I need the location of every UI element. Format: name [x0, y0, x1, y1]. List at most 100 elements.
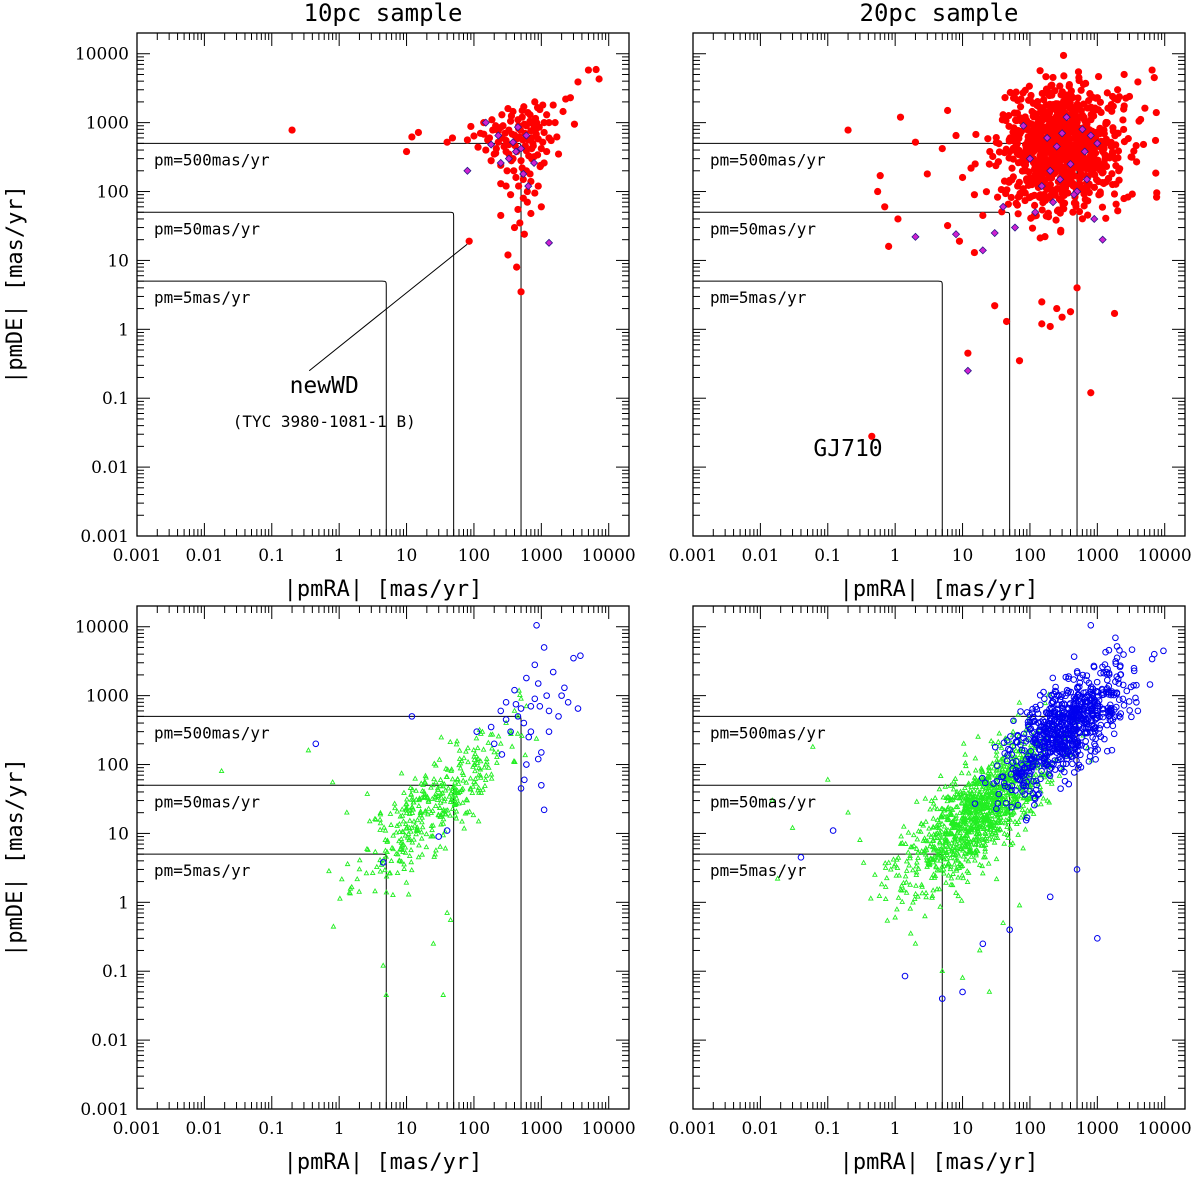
- data-point: [907, 905, 914, 911]
- data-point: [938, 995, 946, 1002]
- data-point: [967, 839, 974, 845]
- data-point: [952, 781, 959, 787]
- data-point: [408, 859, 415, 865]
- data-point: [941, 870, 947, 876]
- data-point: [972, 848, 978, 854]
- data-point: [390, 845, 396, 852]
- data-point: [903, 879, 910, 885]
- y-tick-label: 10000: [75, 45, 129, 65]
- data-point: [964, 349, 972, 357]
- data-point: [406, 852, 413, 859]
- data-point: [1046, 140, 1055, 148]
- data-point: [383, 991, 390, 997]
- data-point: [450, 793, 456, 799]
- data-point: [980, 818, 987, 824]
- data-point: [1012, 738, 1020, 745]
- data-point: [959, 988, 966, 996]
- data-point: [965, 770, 972, 776]
- data-point: [769, 797, 776, 803]
- data-point: [994, 826, 1001, 832]
- data-point: [1011, 809, 1017, 815]
- data-point: [1003, 186, 1011, 194]
- data-point: [940, 866, 947, 872]
- data-point: [404, 805, 410, 811]
- data-point: [503, 167, 511, 175]
- data-point: [483, 772, 490, 778]
- data-point: [1001, 782, 1009, 790]
- data-point: [1102, 162, 1111, 171]
- data-point: [1053, 304, 1061, 313]
- data-point: [513, 263, 521, 271]
- data-point: [517, 785, 525, 792]
- data-point: [1056, 82, 1064, 90]
- data-point: [948, 839, 955, 846]
- data-point: [512, 700, 520, 708]
- data-point: [986, 812, 993, 818]
- data-point: [944, 797, 951, 804]
- data-point: [994, 762, 1001, 770]
- data-point: [1000, 756, 1006, 762]
- data-point: [1108, 92, 1117, 101]
- panel-title: 10pc sample: [304, 0, 463, 27]
- data-point: [1112, 141, 1120, 149]
- x-tick-label: 10000: [582, 1119, 636, 1139]
- data-point: [1104, 688, 1112, 696]
- data-point: [867, 895, 874, 901]
- data-point: [876, 172, 884, 180]
- data-point: [948, 830, 955, 836]
- data-point: [1058, 701, 1066, 708]
- data-point: [474, 744, 481, 751]
- data-point: [1120, 70, 1128, 79]
- data-point: [982, 845, 989, 851]
- data-point: [930, 823, 936, 829]
- data-point: [908, 843, 914, 850]
- data-point: [467, 122, 475, 131]
- data-point: [218, 767, 225, 774]
- data-point: [487, 723, 495, 731]
- data-point: [1120, 651, 1127, 658]
- data-point: [924, 863, 930, 869]
- data-point: [950, 778, 957, 784]
- data-point: [878, 881, 885, 887]
- x-tick-label: 0.01: [741, 546, 779, 566]
- data-point: [1103, 89, 1111, 97]
- data-point: [959, 800, 966, 806]
- data-point: [956, 809, 963, 815]
- data-point: [1100, 669, 1108, 677]
- data-point: [1059, 751, 1067, 758]
- data-point: [519, 175, 527, 183]
- data-point: [993, 806, 999, 812]
- data-point: [538, 781, 545, 789]
- data-point: [1035, 719, 1042, 726]
- data-point: [1024, 764, 1031, 772]
- data-point: [1148, 66, 1156, 74]
- data-point: [1008, 803, 1015, 811]
- data-point: [1084, 725, 1091, 733]
- data-point: [514, 116, 522, 124]
- data-point: [514, 205, 522, 214]
- data-point: [965, 808, 972, 814]
- data-point: [1026, 142, 1034, 150]
- data-point: [1035, 746, 1043, 753]
- data-point: [944, 805, 951, 811]
- data-point: [1069, 760, 1076, 768]
- data-point: [1018, 814, 1024, 820]
- data-point: [895, 854, 902, 860]
- data-point: [970, 836, 977, 842]
- pm-curve: [693, 211, 1011, 536]
- data-point: [943, 855, 950, 861]
- data-point: [1090, 151, 1098, 159]
- data-point: [449, 805, 456, 811]
- data-point: [985, 860, 992, 866]
- data-point: [923, 818, 929, 824]
- data-point: [1009, 128, 1017, 136]
- data-point: [440, 832, 447, 838]
- data-point: [459, 818, 465, 824]
- data-point: [531, 98, 539, 106]
- data-point: [533, 151, 542, 159]
- data-point: [911, 895, 918, 901]
- data-point: [1045, 771, 1053, 778]
- data-point: [414, 128, 423, 137]
- pm-curve-label: pm=50mas/yr: [710, 792, 816, 811]
- data-point: [1001, 750, 1008, 757]
